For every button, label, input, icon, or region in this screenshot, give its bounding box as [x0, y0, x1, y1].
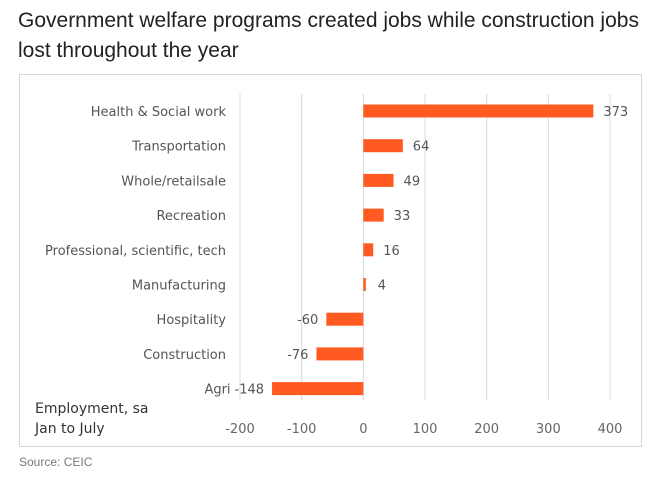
category-label: Hospitality [157, 313, 227, 328]
data-label: -76 [287, 348, 308, 363]
category-label: Transportation [131, 140, 226, 155]
data-label: 16 [383, 244, 400, 259]
bar [363, 208, 384, 222]
category-label: Agri [204, 383, 230, 398]
bar [363, 139, 403, 153]
bar [316, 347, 364, 361]
x-tick-label: 0 [359, 422, 367, 437]
category-label: Construction [143, 348, 226, 363]
bar [363, 243, 374, 257]
data-label: 4 [378, 279, 386, 294]
x-tick-label: 400 [598, 422, 623, 437]
category-label: Recreation [156, 209, 226, 224]
category-labels: Health & Social work Transportation Whole/… [45, 105, 231, 398]
data-label: 373 [603, 105, 628, 120]
x-tick-labels: -200 -100 0 100 200 300 400 [225, 422, 622, 437]
data-label: 49 [404, 174, 421, 189]
bars [272, 104, 594, 396]
annotation-line-2: Jan to July [34, 421, 105, 437]
category-label: Health & Social work [91, 105, 227, 120]
bar [363, 278, 366, 291]
category-label: Professional, scientific, tech [45, 244, 226, 259]
x-tick-label: -100 [287, 422, 317, 437]
bar [363, 173, 394, 187]
bar [326, 312, 364, 326]
x-tick-label: 100 [413, 422, 438, 437]
data-label: 33 [394, 209, 411, 224]
x-tick-label: -200 [225, 422, 255, 437]
category-label: Whole/retailsale [121, 174, 226, 189]
data-label: 64 [413, 140, 430, 155]
source-note: Source: CEIC [19, 455, 93, 469]
data-label: -148 [235, 383, 265, 398]
data-label: -60 [297, 313, 318, 328]
category-label: Manufacturing [132, 279, 226, 294]
annotation-line-1: Employment, sa [35, 401, 149, 417]
bar [272, 382, 364, 396]
chart-title: Government welfare programs created jobs… [18, 9, 639, 62]
x-tick-label: 200 [474, 422, 499, 437]
x-tick-label: 300 [536, 422, 561, 437]
bar [363, 104, 594, 118]
data-labels: 373 64 49 33 16 4 -60 -76 -148 [235, 105, 629, 398]
